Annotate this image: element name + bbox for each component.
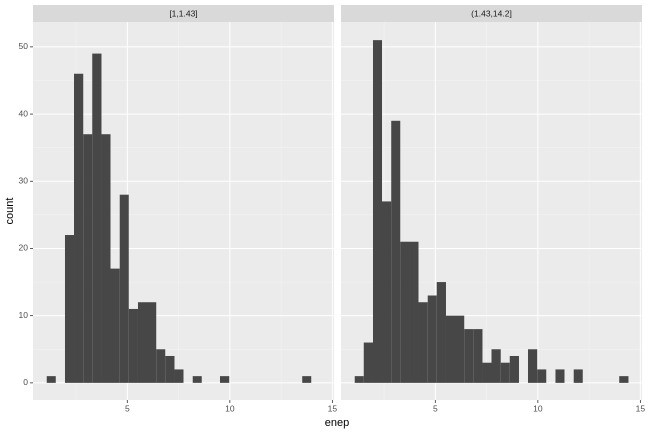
x-tick-label: 5 xyxy=(125,403,130,413)
histogram-bar xyxy=(400,241,410,383)
histogram-bar xyxy=(455,315,465,383)
histogram-bar xyxy=(491,349,501,383)
histogram-bar xyxy=(436,282,446,383)
y-tick-label: 10 xyxy=(19,310,29,320)
strip-label: [1,1.43] xyxy=(169,8,197,18)
histogram-bar xyxy=(46,376,56,383)
histogram-bar xyxy=(509,355,519,383)
histogram-bar xyxy=(372,40,383,383)
y-tick-label: 0 xyxy=(23,377,28,387)
histogram-bar xyxy=(110,268,120,383)
y-axis-title: count xyxy=(4,198,16,225)
histogram-bar xyxy=(445,315,456,383)
strip-background xyxy=(341,5,642,22)
histogram-bar xyxy=(137,302,148,383)
strip-background xyxy=(33,5,334,22)
histogram-bar xyxy=(192,376,202,383)
histogram-bar xyxy=(74,73,84,383)
histogram-bar xyxy=(464,329,474,383)
histogram-bar xyxy=(219,376,230,383)
y-tick-label: 50 xyxy=(19,41,29,51)
y-tick-label: 40 xyxy=(19,108,29,118)
histogram-bar xyxy=(128,308,138,383)
histogram-bar xyxy=(363,342,373,383)
x-tick-label: 15 xyxy=(636,403,646,413)
histogram-bar xyxy=(92,53,102,383)
histogram-bar xyxy=(64,235,75,383)
x-axis-title: enep xyxy=(325,417,349,429)
x-tick-label: 10 xyxy=(225,403,235,413)
x-tick-label: 5 xyxy=(433,403,438,413)
histogram-bar xyxy=(619,376,629,383)
histogram-bar xyxy=(409,241,419,383)
histogram-bar xyxy=(165,355,175,383)
strip-label: (1.43,14.2] xyxy=(471,8,512,18)
histogram-bar xyxy=(156,349,166,383)
histogram-bar xyxy=(119,194,129,383)
histogram-bar xyxy=(573,369,583,383)
histogram-bar xyxy=(473,329,483,383)
x-tick-label: 10 xyxy=(533,403,543,413)
x-tick-label: 15 xyxy=(328,403,338,413)
histogram-bar xyxy=(555,369,565,383)
histogram-bar xyxy=(354,376,364,383)
histogram-bar xyxy=(427,295,437,383)
histogram-bar xyxy=(391,120,401,383)
histogram-bar xyxy=(302,376,312,383)
histogram-bar xyxy=(527,349,538,383)
histogram-bar xyxy=(147,302,157,383)
histogram-bar xyxy=(382,201,392,383)
histogram-bar xyxy=(174,369,184,383)
histogram-bar xyxy=(537,369,547,383)
histogram-bar xyxy=(500,362,510,383)
y-tick-label: 30 xyxy=(19,176,29,186)
histogram-bar xyxy=(482,362,492,383)
histogram-bar xyxy=(101,134,111,383)
histogram-bar xyxy=(418,302,428,383)
histogram-bar xyxy=(83,134,93,383)
y-tick-label: 20 xyxy=(19,243,29,253)
